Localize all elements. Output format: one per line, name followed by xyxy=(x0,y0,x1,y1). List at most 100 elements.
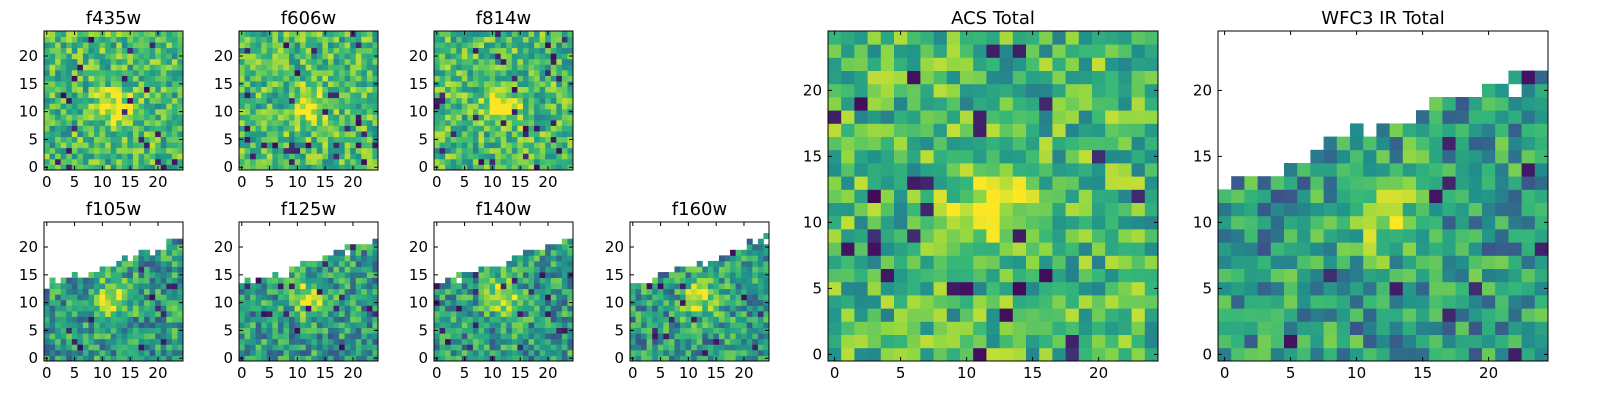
heatmap-cell xyxy=(361,58,368,65)
heatmap-cell xyxy=(149,294,156,301)
heatmap-cell xyxy=(166,114,173,121)
heatmap-cell xyxy=(534,125,541,132)
heatmap-cell xyxy=(160,288,167,295)
heatmap-cell xyxy=(66,119,73,126)
heatmap-cell xyxy=(1144,163,1159,177)
heatmap-cell xyxy=(311,260,318,267)
panel-title: ACS Total xyxy=(951,8,1035,29)
heatmap-cell xyxy=(456,355,463,362)
heatmap-cell xyxy=(350,92,357,99)
heatmap-cell xyxy=(311,277,318,284)
heatmap-cell xyxy=(920,136,934,151)
heatmap-cell xyxy=(350,86,357,93)
heatmap-cell xyxy=(283,114,290,121)
heatmap-cell xyxy=(105,58,112,65)
heatmap-cell xyxy=(867,176,882,190)
heatmap-cell xyxy=(110,108,117,115)
heatmap-cell xyxy=(132,338,139,345)
heatmap-cell xyxy=(489,305,496,312)
heatmap-cell xyxy=(94,58,100,65)
heatmap-cell xyxy=(567,238,574,245)
heatmap-cell xyxy=(350,142,357,149)
heatmap-cell xyxy=(266,299,273,306)
heatmap-cell xyxy=(88,142,95,149)
heatmap-cell xyxy=(467,344,474,351)
heatmap-cell xyxy=(1521,295,1536,309)
y-tick-label: 15 xyxy=(803,147,822,165)
heatmap-cell xyxy=(132,53,139,60)
heatmap-cell xyxy=(305,119,312,126)
heatmap-cell xyxy=(77,153,84,160)
heatmap-cell xyxy=(506,81,513,87)
heatmap-cell xyxy=(472,277,479,284)
heatmap-cell xyxy=(1144,242,1159,256)
heatmap-cell xyxy=(339,310,346,317)
heatmap-cell xyxy=(561,272,568,278)
heatmap-cell xyxy=(88,103,95,110)
heatmap-cell xyxy=(933,229,948,243)
heatmap-cell xyxy=(110,125,117,132)
heatmap-cell xyxy=(646,322,653,329)
heatmap-cell xyxy=(489,108,496,115)
heatmap-cell xyxy=(272,64,279,71)
heatmap-cell xyxy=(322,277,329,284)
heatmap-cell xyxy=(305,338,312,345)
heatmap-cell xyxy=(461,333,468,340)
heatmap-cell xyxy=(556,42,563,49)
heatmap-cell xyxy=(289,36,295,43)
heatmap-cell xyxy=(94,164,100,171)
heatmap-cell xyxy=(539,75,546,82)
heatmap-cell xyxy=(1495,189,1509,203)
heatmap-cell xyxy=(138,355,145,362)
heatmap-cell xyxy=(244,53,251,60)
heatmap-cell xyxy=(1297,321,1311,335)
heatmap-cell xyxy=(121,131,128,138)
heatmap-cell xyxy=(361,64,368,71)
heatmap-cell xyxy=(674,310,681,317)
heatmap-cell xyxy=(166,249,173,256)
heatmap-cell xyxy=(517,97,524,104)
heatmap-cell xyxy=(49,92,56,99)
heatmap-cell xyxy=(539,136,546,143)
heatmap-cell xyxy=(66,36,73,43)
heatmap-cell xyxy=(1026,321,1040,335)
heatmap-cell xyxy=(495,53,502,60)
heatmap-cell xyxy=(300,316,307,323)
heatmap-cell xyxy=(372,266,379,273)
heatmap-cell xyxy=(60,136,67,143)
heatmap-cell xyxy=(1052,44,1066,58)
heatmap-cell xyxy=(333,283,340,290)
heatmap-cell xyxy=(495,103,502,110)
heatmap-cell xyxy=(472,31,479,37)
heatmap-cell xyxy=(528,158,535,165)
heatmap-cell xyxy=(305,272,312,278)
heatmap-cell xyxy=(1336,149,1351,164)
heatmap-cell xyxy=(239,47,245,54)
heatmap-cell xyxy=(1039,31,1053,45)
heatmap-cell xyxy=(880,202,895,217)
heatmap-cell xyxy=(456,69,463,76)
heatmap-cell xyxy=(355,288,362,295)
heatmap-cell xyxy=(1012,229,1027,243)
heatmap-cell xyxy=(272,305,279,312)
heatmap-cell xyxy=(361,42,368,49)
heatmap-cell xyxy=(171,355,178,362)
heatmap-cell xyxy=(1482,202,1496,217)
heatmap-cell xyxy=(121,125,128,132)
heatmap-cell xyxy=(272,272,279,278)
heatmap-cell xyxy=(144,142,151,149)
heatmap-cell xyxy=(366,266,373,273)
heatmap-cell xyxy=(255,75,262,82)
heatmap-cell xyxy=(1429,110,1443,124)
heatmap-cell xyxy=(138,92,145,99)
heatmap-cell xyxy=(986,321,1000,335)
heatmap-cell xyxy=(828,242,842,256)
heatmap-cell xyxy=(854,268,868,283)
heatmap-cell xyxy=(1495,215,1509,230)
heatmap-cell xyxy=(322,316,329,323)
heatmap-cell xyxy=(495,283,502,290)
y-tick-label: 5 xyxy=(614,321,624,339)
heatmap-cell xyxy=(1495,268,1509,283)
heatmap-cell xyxy=(272,142,279,149)
heatmap-cell xyxy=(1078,31,1093,45)
